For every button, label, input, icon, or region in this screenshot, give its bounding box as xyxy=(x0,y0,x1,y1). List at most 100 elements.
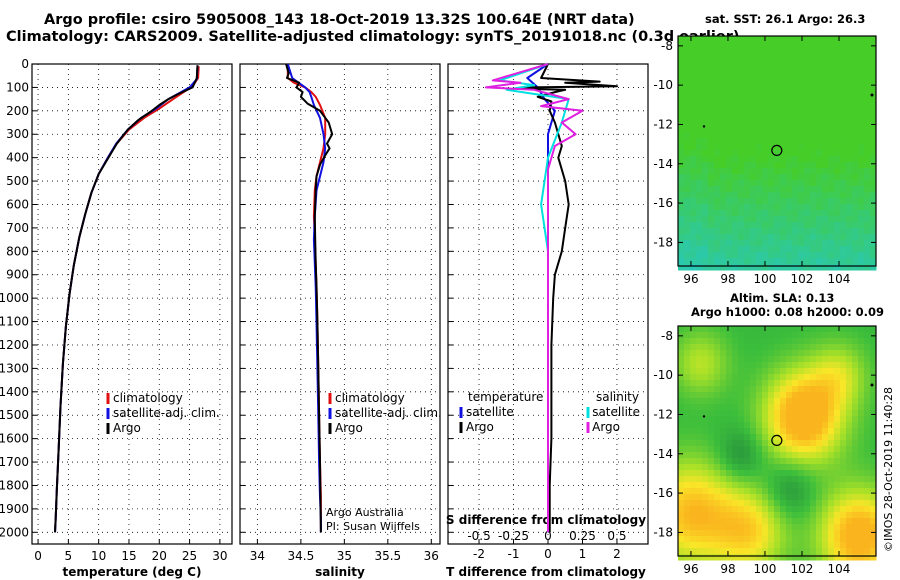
sla-map-cell xyxy=(798,536,805,543)
sst-map-cell xyxy=(840,36,847,43)
sla-map-cell xyxy=(702,344,709,351)
sla-map-cell xyxy=(816,464,823,471)
sst-map-cell xyxy=(834,246,841,253)
sst-map-cell xyxy=(786,186,793,193)
sst-map-cell xyxy=(756,180,763,187)
sla-map-cell xyxy=(810,398,817,405)
sla-map-cell xyxy=(798,398,805,405)
sla-map-cell xyxy=(756,482,763,489)
sla-map-cell xyxy=(780,356,787,363)
sla-map-cell xyxy=(804,512,811,519)
sst-map-cell xyxy=(798,144,805,151)
salinity-diff-axis-label: S difference from climatology xyxy=(446,513,646,527)
sst-map-cell xyxy=(756,72,763,79)
sst-map-cell xyxy=(756,192,763,199)
sla-map-cell xyxy=(750,524,757,531)
sst-map-cell xyxy=(816,78,823,85)
sst-map-cell xyxy=(732,120,739,127)
sst-map-cell xyxy=(678,204,685,211)
sst-map-cell xyxy=(834,102,841,109)
sst-map-cell xyxy=(786,42,793,49)
sst-map-cell xyxy=(750,258,757,265)
sst-map-cell xyxy=(864,168,871,175)
sla-map-cell xyxy=(810,374,817,381)
sst-map-cell xyxy=(804,138,811,145)
depth-tick-label: 1200 xyxy=(0,338,29,352)
sla-map-cell xyxy=(750,404,757,411)
sla-map-cell xyxy=(798,488,805,495)
sst-map-cell xyxy=(798,78,805,85)
sla-map-cell xyxy=(744,512,751,519)
sst-map-cell xyxy=(804,168,811,175)
sla-map-cell xyxy=(744,344,751,351)
sla-map-cell xyxy=(708,554,715,561)
sst-map-cell xyxy=(786,114,793,121)
sst-map-cell xyxy=(780,78,787,85)
sla-map-cell xyxy=(822,554,829,561)
sst-map-cell xyxy=(774,192,781,199)
sla-map-cell xyxy=(726,422,733,429)
sla-map-cell xyxy=(702,362,709,369)
sla-map-cell xyxy=(726,500,733,507)
sla-map-cell xyxy=(738,518,745,525)
sla-map-float-dot-east xyxy=(870,383,874,387)
sst-map-cell xyxy=(678,198,685,205)
sst-map-cell xyxy=(834,168,841,175)
sst-map-cell xyxy=(762,252,769,259)
sst-map-cell xyxy=(864,180,871,187)
sla-map-cell xyxy=(768,476,775,483)
sst-map-cell xyxy=(678,96,685,103)
sla-map-cell xyxy=(690,476,697,483)
sst-map-cell xyxy=(708,246,715,253)
sla-map-cell xyxy=(864,422,871,429)
sst-map-cell xyxy=(762,132,769,139)
sst-map-cell xyxy=(840,162,847,169)
sst-map-cell xyxy=(834,84,841,91)
sla-map-cell xyxy=(768,398,775,405)
sst-map-cell xyxy=(732,108,739,115)
sla-map-cell xyxy=(744,362,751,369)
sst-map-cell xyxy=(720,108,727,115)
sst-map-cell xyxy=(822,84,829,91)
sst-map-cell xyxy=(870,90,877,97)
sst-map-cell xyxy=(708,228,715,235)
sst-map-cell xyxy=(870,198,877,205)
sla-map-cell xyxy=(732,368,739,375)
sla-map-cell xyxy=(750,326,757,333)
sla-map-cell xyxy=(828,380,835,387)
sst-map-cell xyxy=(786,48,793,55)
sst-map-cell xyxy=(774,216,781,223)
sla-map-cell xyxy=(822,452,829,459)
sst-map-cell xyxy=(864,132,871,139)
sst-map-cell xyxy=(738,264,745,271)
sla-map-cell xyxy=(768,542,775,549)
sla-map-cell xyxy=(774,362,781,369)
sst-map-cell xyxy=(756,84,763,91)
sst-map-cell xyxy=(786,192,793,199)
sst-map-cell xyxy=(744,48,751,55)
sla-map-cell xyxy=(792,530,799,537)
sla-map-cell xyxy=(720,446,727,453)
sla-map-cell xyxy=(774,452,781,459)
sla-map-cell xyxy=(738,386,745,393)
sst-map-cell xyxy=(840,120,847,127)
sla-map-cell xyxy=(852,398,859,405)
sla-map-cell xyxy=(744,350,751,357)
sst-map-cell xyxy=(744,114,751,121)
sst-map-cell xyxy=(744,264,751,271)
sst-map-cell xyxy=(846,162,853,169)
sst-map-cell xyxy=(708,222,715,229)
sla-map-cell xyxy=(858,368,865,375)
sst-map-cell xyxy=(798,102,805,109)
sla-map-cell xyxy=(756,350,763,357)
sla-map-cell xyxy=(834,542,841,549)
sla-map-cell xyxy=(816,518,823,525)
sla-map-cell xyxy=(834,344,841,351)
sla-map-cell xyxy=(852,488,859,495)
sla-map-cell xyxy=(732,464,739,471)
sst-map-cell xyxy=(780,108,787,115)
sla-map-cell xyxy=(732,350,739,357)
sst-map-cell xyxy=(756,60,763,67)
sst-map-cell xyxy=(840,90,847,97)
sst-map-cell xyxy=(780,120,787,127)
